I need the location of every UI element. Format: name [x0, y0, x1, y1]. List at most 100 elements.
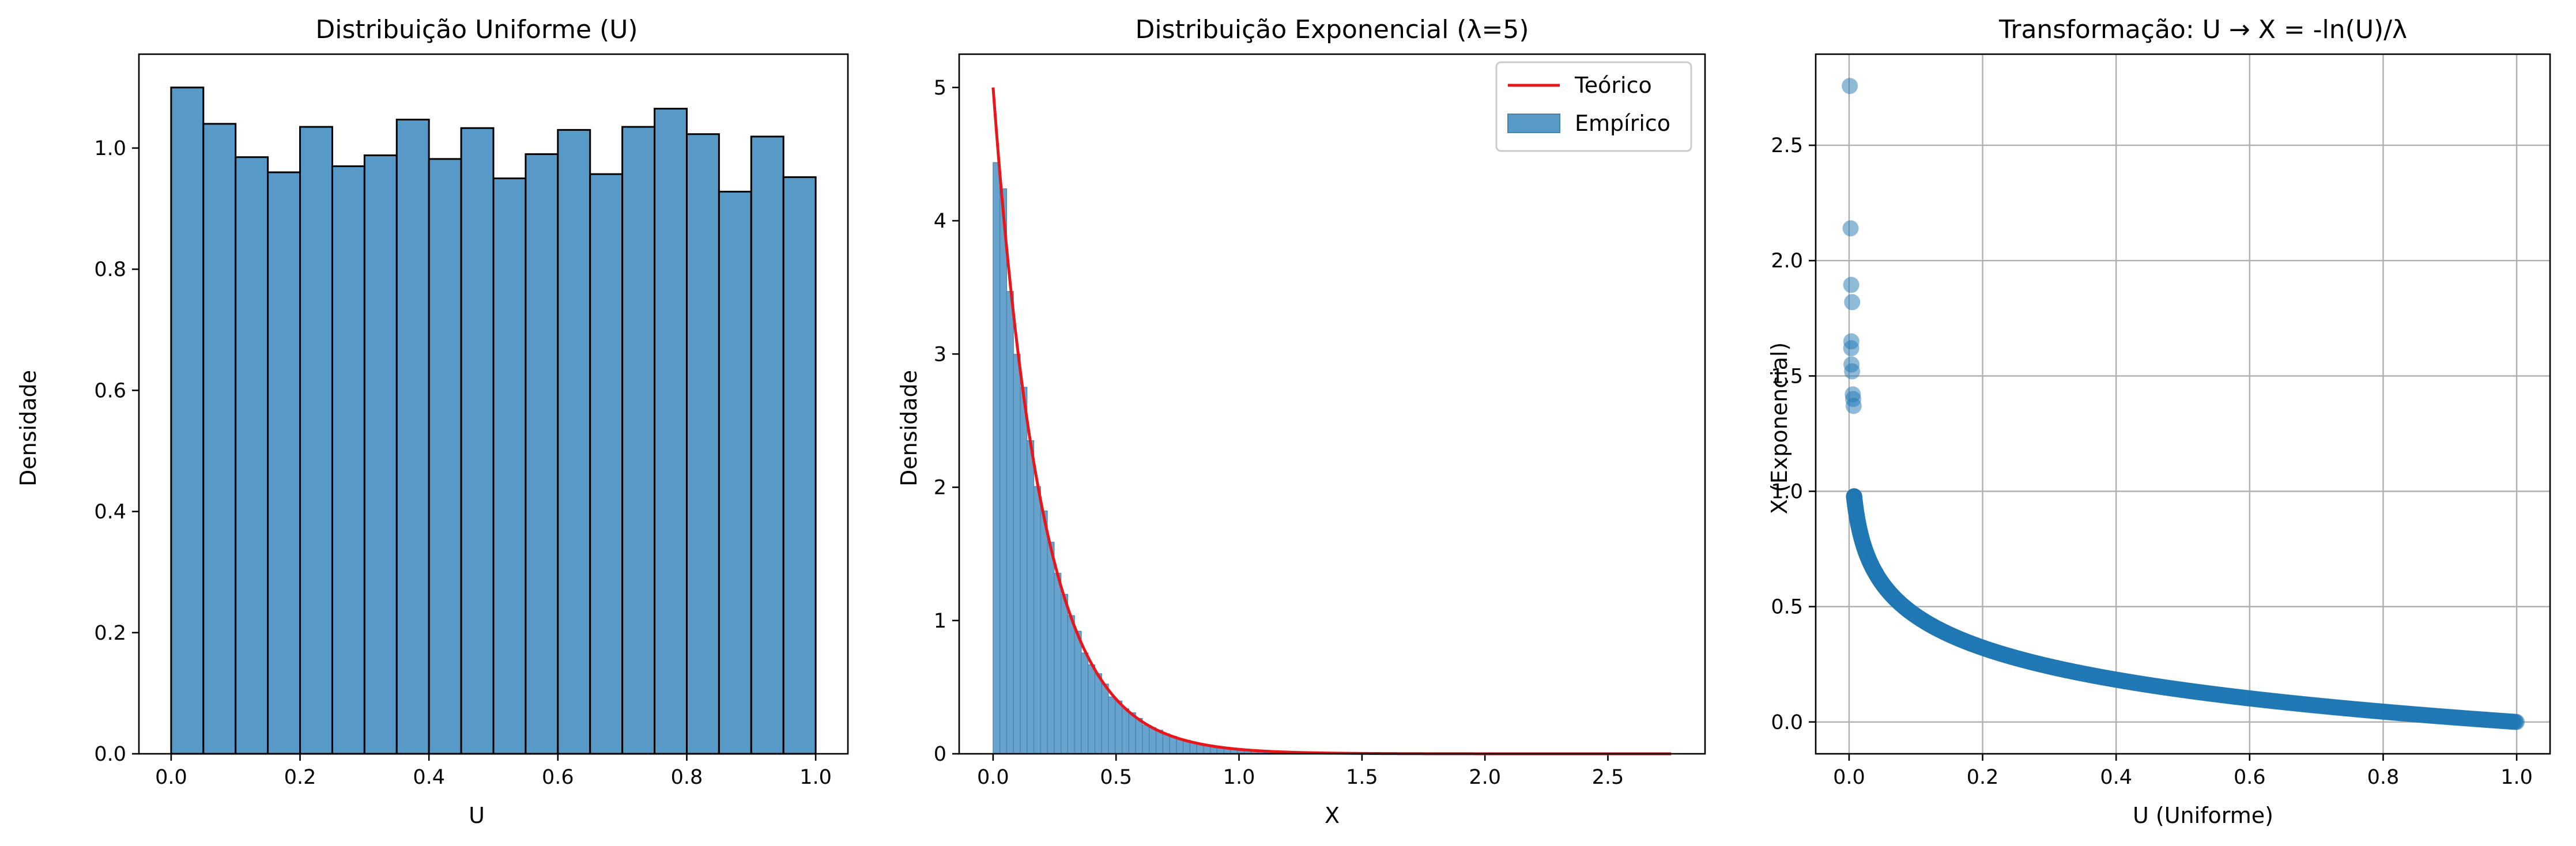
- transformation-ytick-label-5: 2.5: [1771, 134, 1803, 157]
- uniform-bar-2: [235, 156, 269, 755]
- exponential-ytick-label-5: 5: [934, 77, 946, 100]
- exponential-bar-6: [1033, 486, 1041, 754]
- transformation-x-axis-label: U (Uniforme): [2133, 803, 2273, 828]
- uniform-bar-19: [782, 176, 817, 755]
- uniform-bar-1: [202, 123, 237, 755]
- transformation-points: [1842, 78, 2525, 730]
- exponential-bar-23: [1149, 727, 1157, 754]
- exponential-bar-11: [1067, 615, 1075, 754]
- exponential-bar-0: [993, 162, 1001, 754]
- scatter-outlier-0: [1842, 78, 1858, 95]
- transformation-xtick-label-2: 0.4: [2100, 766, 2132, 789]
- exponential-bar-3: [1013, 354, 1021, 754]
- transformation-ytick-label-0: 0.0: [1771, 711, 1803, 734]
- exponential-bar-19: [1122, 708, 1129, 754]
- exponential-bar-17: [1108, 696, 1116, 754]
- exponential-bar-13: [1081, 652, 1089, 754]
- transformation-xtick-label-3: 0.6: [2234, 766, 2266, 789]
- exponential-bar-4: [1020, 387, 1028, 754]
- exponential-bar-22: [1142, 724, 1150, 754]
- uniform-x-axis-label: U: [469, 803, 485, 828]
- exponential-xtick-label-4: 2.0: [1469, 766, 1501, 789]
- exponential-bar-7: [1040, 511, 1048, 754]
- uniform-bar-8: [428, 158, 462, 755]
- uniform-bar-13: [589, 173, 624, 755]
- scatter-outlier-5: [1843, 340, 1860, 357]
- scatter-point-1399: [2509, 713, 2525, 730]
- exponential-xtick-label-3: 1.5: [1346, 766, 1378, 789]
- exponential-bar-20: [1128, 712, 1136, 754]
- exponential-ytick-label-1: 1: [934, 610, 946, 633]
- uniform-ytick-label-3: 0.6: [94, 379, 126, 402]
- uniform-y-axis-label: Densidade: [16, 370, 41, 486]
- uniform-xtick-label-3: 0.6: [542, 766, 574, 789]
- uniform-bar-5: [331, 165, 365, 755]
- legend-empirico-label: Empírico: [1575, 111, 1670, 136]
- uniform-bar-16: [685, 133, 720, 755]
- uniform-bar-6: [363, 154, 398, 755]
- uniform-bar-14: [621, 126, 656, 755]
- exponential-bar-5: [1027, 440, 1035, 754]
- exponential-bar-1: [1000, 188, 1008, 754]
- uniform-bar-7: [395, 119, 430, 755]
- exponential-plot-area: 0.0 0.5 1.0 1.5 2.0 2.5 0 1 2 3 4 5: [934, 53, 1706, 789]
- transformation-ytick-label-2: 1.0: [1771, 480, 1803, 503]
- exponential-bar-2: [1006, 291, 1014, 754]
- legend-empirico-swatch: [1507, 114, 1560, 133]
- uniform-plot-area: 0.0 0.2 0.4 0.6 0.8 1.0 0.0 0.2 0.4 0.6 0.8 1.0: [94, 53, 849, 789]
- exponential-bar-26: [1169, 736, 1177, 754]
- scatter-outlier-10: [1845, 398, 1862, 414]
- transformation-y-axis-label: X (Exponencial): [1767, 342, 1792, 514]
- scatter-outlier-2: [1843, 277, 1860, 293]
- uniform-bar-10: [492, 177, 527, 755]
- transformation-scatter-panel: Transformação: U → X = -ln(U)/λ 0.0 0.2 0.…: [1767, 15, 2551, 828]
- exponential-bar-14: [1088, 664, 1096, 754]
- exponential-ytick-label-3: 3: [934, 343, 946, 366]
- exponential-bar-18: [1115, 700, 1123, 754]
- exponential-xtick-label-1: 0.5: [1100, 766, 1132, 789]
- exponential-bar-10: [1061, 594, 1069, 754]
- uniform-xtick-label-4: 0.8: [671, 766, 703, 789]
- uniform-bar-9: [460, 127, 495, 755]
- uniform-ytick-label-1: 0.2: [94, 622, 126, 645]
- transformation-axes-frame: [1815, 53, 2551, 755]
- transformation-ytick-label-1: 0.5: [1771, 596, 1803, 619]
- uniform-bar-4: [299, 126, 333, 755]
- exponential-xtick-label-5: 2.5: [1592, 766, 1624, 789]
- uniform-bar-0: [170, 86, 205, 755]
- exponential-xtick-label-0: 0.0: [977, 766, 1009, 789]
- uniform-ytick-label-2: 0.4: [94, 501, 126, 524]
- transformation-xtick-label-0: 0.0: [1833, 766, 1865, 789]
- transformation-ytick-label-3: 1.5: [1771, 365, 1803, 388]
- uniform-xtick-label-5: 1.0: [799, 766, 832, 789]
- uniform-bar-12: [557, 129, 591, 755]
- exponential-bar-21: [1135, 718, 1143, 754]
- exponential-x-axis-label: X: [1325, 803, 1340, 828]
- exponential-axes: 0.0 0.5 1.0 1.5 2.0 2.5 0 1 2 3 4 5: [934, 77, 1624, 789]
- exponential-chart-title: Distribuição Exponencial (λ=5): [1135, 15, 1529, 44]
- uniform-bar-11: [525, 153, 559, 755]
- transformation-ytick-label-4: 2.0: [1771, 250, 1803, 273]
- scatter-outlier-1: [1842, 220, 1859, 237]
- uniform-xtick-label-1: 0.2: [284, 766, 316, 789]
- uniform-histogram-panel: Distribuição Uniforme (U) 0.0 0.2 0.4 0.6 0.…: [16, 15, 849, 828]
- exponential-y-axis-label: Densidade: [896, 370, 922, 486]
- exponential-bar-15: [1094, 673, 1102, 754]
- uniform-xtick-label-0: 0.0: [155, 766, 187, 789]
- exponential-histogram-panel: Distribuição Exponencial (λ=5) 0.0 0.5 1.0…: [896, 15, 1706, 828]
- exponential-legend: Teórico Empírico: [1495, 61, 1692, 152]
- legend-teorico-label: Teórico: [1574, 73, 1652, 98]
- transformation-plot-area: 0.0 0.2 0.4 0.6 0.8 1.0 0.0 0.5 1.0 1.5 2.0 2.5: [1771, 53, 2551, 789]
- exponential-bar-12: [1074, 630, 1082, 754]
- exponential-ytick-label-2: 2: [934, 477, 946, 500]
- uniform-axes: 0.0 0.2 0.4 0.6 0.8 1.0 0.0 0.2 0.4 0.6 0.8 1.0: [94, 137, 832, 789]
- exponential-bar-16: [1101, 683, 1109, 754]
- uniform-axes-frame: [138, 53, 849, 755]
- uniform-ytick-label-5: 1.0: [94, 137, 126, 160]
- transformation-xtick-label-1: 0.2: [1967, 766, 1999, 789]
- transformation-xtick-label-4: 0.8: [2367, 766, 2400, 789]
- exponential-axes-frame: [958, 53, 1706, 755]
- scatter-outlier-7: [1844, 363, 1861, 380]
- exponential-xtick-label-2: 1.0: [1223, 766, 1255, 789]
- exponential-ytick-label-4: 4: [934, 210, 946, 233]
